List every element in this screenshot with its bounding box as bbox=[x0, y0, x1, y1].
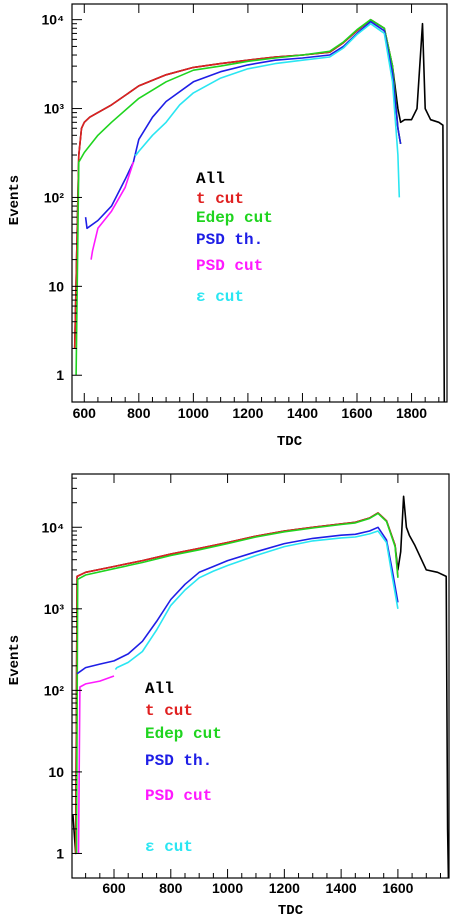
x-tick-label: 1000 bbox=[212, 880, 243, 896]
legend-entry-6: ε cut bbox=[145, 838, 193, 856]
legend-entry-1: All bbox=[196, 170, 225, 188]
series-line-2 bbox=[74, 512, 399, 854]
series-line-6 bbox=[134, 22, 401, 198]
y-tick-label: 10 bbox=[48, 278, 64, 294]
x-tick-label: 800 bbox=[127, 405, 151, 421]
plot-frame bbox=[71, 3, 448, 403]
legend-entry-2: t cut bbox=[145, 702, 193, 720]
x-tick-label: 1600 bbox=[382, 880, 413, 896]
legend-entry-4: PSD th. bbox=[196, 231, 263, 249]
series-group bbox=[73, 18, 446, 402]
x-tick-label: 1200 bbox=[232, 405, 263, 421]
y-tick-label: 10³ bbox=[44, 601, 65, 617]
legend-entry-4: PSD th. bbox=[145, 752, 212, 770]
legend-entry-3: Edep cut bbox=[145, 725, 222, 743]
x-tick-label: 600 bbox=[73, 405, 97, 421]
x-tick-label: 1200 bbox=[269, 880, 300, 896]
series-line-5 bbox=[90, 161, 135, 260]
y-tick-label: 10⁴ bbox=[42, 519, 65, 535]
chart-1: 600 800 1000 1200 1400 1600 1800 1 10 10² 10³ 10⁴ TD… bbox=[7, 3, 448, 450]
y-tick-label: 1 bbox=[56, 845, 64, 861]
x-tick-label: 1400 bbox=[287, 405, 318, 421]
x-axis-label: TDC bbox=[278, 903, 304, 919]
x-tick-label: 1000 bbox=[178, 405, 209, 421]
y-tick-label: 1 bbox=[56, 367, 64, 383]
x-tick-label: 800 bbox=[159, 880, 183, 896]
legend-entry-5: PSD cut bbox=[145, 787, 212, 805]
series-line-6 bbox=[114, 530, 399, 670]
plot-frame bbox=[71, 473, 450, 879]
x-tick-label: 600 bbox=[102, 880, 126, 896]
y-axis-label: Events bbox=[7, 175, 23, 225]
series-line-3 bbox=[75, 512, 399, 854]
y-tick-label: 10² bbox=[44, 682, 65, 698]
y-tick-label: 10⁴ bbox=[42, 12, 65, 28]
x-tick-label: 1400 bbox=[326, 880, 357, 896]
chart-2: 600 800 1000 1200 1400 1600 1 10 10² 10³ 10⁴ TDC Eve… bbox=[7, 473, 450, 919]
y-tick-label: 10³ bbox=[44, 101, 65, 117]
x-axis-label: TDC bbox=[277, 434, 303, 450]
series-line-3 bbox=[75, 18, 402, 376]
legend-entry-6: ε cut bbox=[196, 288, 244, 306]
y-tick-label: 10 bbox=[48, 764, 64, 780]
series-line-5 bbox=[77, 675, 115, 854]
legend-entry-5: PSD cut bbox=[196, 257, 263, 275]
series-group bbox=[72, 495, 449, 878]
y-axis-label: Events bbox=[7, 635, 23, 685]
legend-entry-1: All bbox=[145, 680, 174, 698]
x-tick-label: 1800 bbox=[396, 405, 427, 421]
y-tick-label: 10² bbox=[44, 189, 65, 205]
legend-entry-2: t cut bbox=[196, 190, 244, 208]
series-line-4 bbox=[84, 20, 402, 230]
legend-entry-3: Edep cut bbox=[196, 209, 273, 227]
series-line-4 bbox=[76, 526, 399, 675]
x-tick-label: 1600 bbox=[341, 405, 372, 421]
